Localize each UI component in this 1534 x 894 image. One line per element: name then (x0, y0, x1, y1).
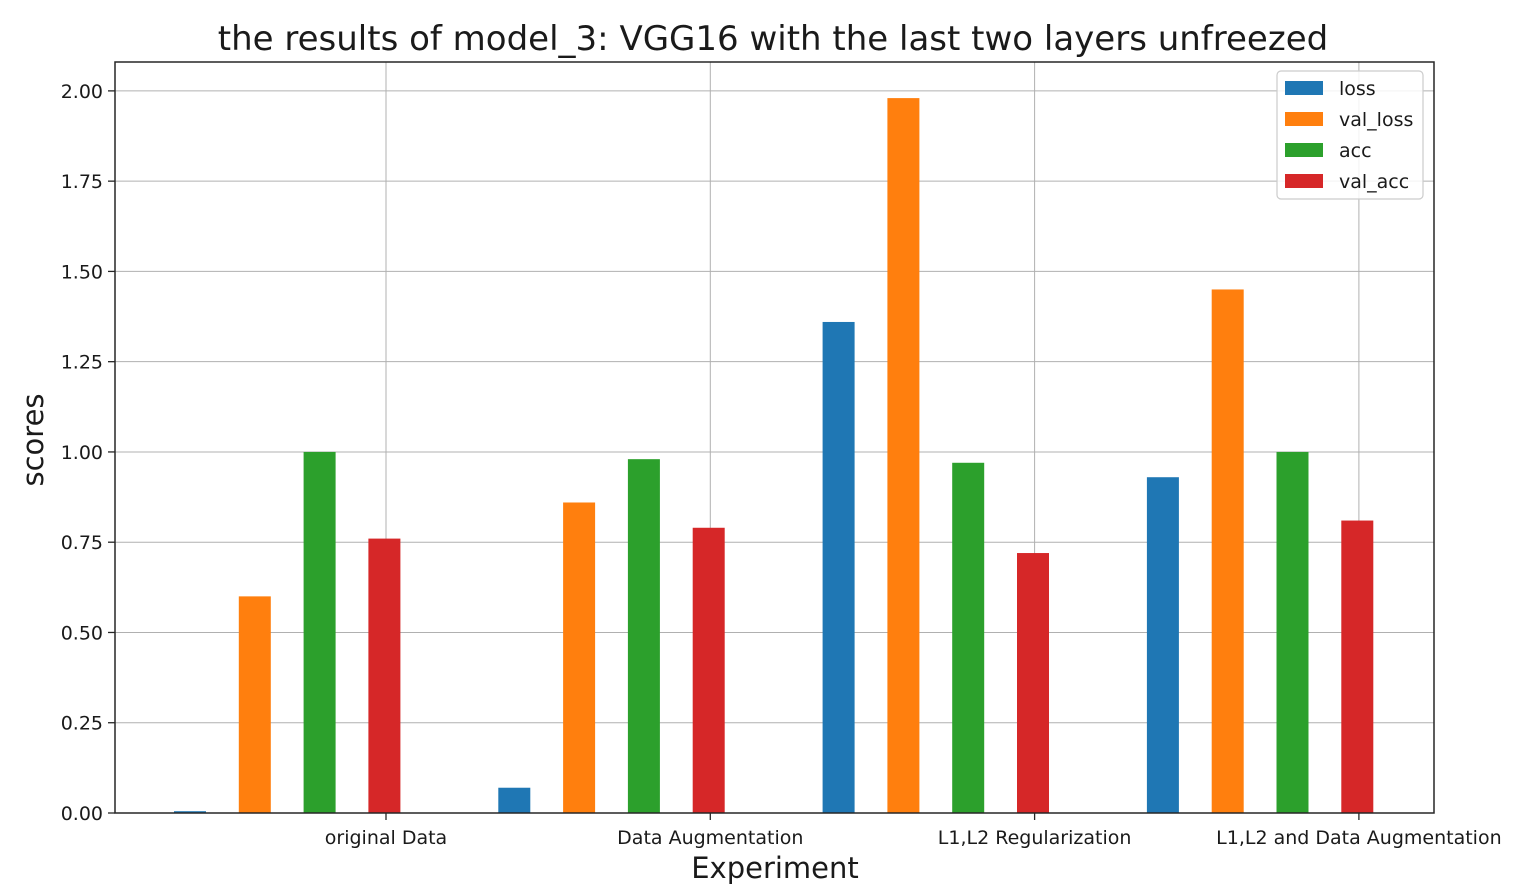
y-tick-label: 0.50 (61, 622, 103, 644)
bar-val-acc-3 (1341, 520, 1374, 813)
y-tick-label: 2.00 (61, 81, 103, 103)
bar-acc-3 (1276, 451, 1309, 813)
plot-frame (114, 61, 1435, 814)
legend-label: acc (1339, 140, 1372, 162)
legend-label: val_acc (1339, 171, 1409, 193)
bar-val-acc-0 (368, 538, 401, 813)
x-axis-label: Experiment (691, 851, 859, 885)
x-tick-label: L1,L2 Regularization (938, 827, 1132, 849)
legend-label: val_loss (1339, 109, 1413, 131)
y-tick-label: 0.00 (61, 803, 103, 825)
legend-swatch-val-acc (1285, 174, 1323, 188)
y-tick-label: 1.00 (61, 442, 103, 464)
y-tick-label: 0.25 (61, 713, 103, 735)
bar-val-acc-2 (1017, 553, 1049, 813)
x-tick-label: Data Augmentation (617, 827, 803, 849)
bar-loss-0 (174, 811, 206, 813)
chart-title: the results of model_3: VGG16 with the l… (218, 19, 1328, 59)
bar-val-loss-0 (238, 596, 271, 813)
bar-val-loss-3 (1211, 289, 1244, 814)
bar-loss-2 (822, 321, 855, 813)
bars (174, 98, 1374, 814)
y-tick-label: 1.25 (61, 352, 103, 374)
bar-acc-1 (627, 459, 660, 813)
y-tick-label: 0.75 (61, 532, 103, 554)
bar-acc-2 (952, 462, 985, 813)
bar-loss-3 (1146, 477, 1179, 813)
x-axis-ticks: original Data Data Augmentation L1,L2 Regu… (325, 813, 1502, 849)
legend-swatch-acc (1285, 143, 1323, 157)
legend-label: loss (1339, 78, 1376, 100)
y-axis-label: scores (16, 393, 50, 486)
bar-val-acc-1 (692, 527, 725, 813)
bar-loss-1 (498, 787, 531, 813)
x-tick-label: original Data (325, 827, 447, 849)
x-tick-label: L1,L2 and Data Augmentation (1216, 827, 1501, 849)
y-axis-ticks: 0.00 0.25 0.50 0.75 1.00 1.25 1.50 1.75 2.00 (61, 81, 115, 825)
legend-swatch-loss (1285, 81, 1323, 95)
legend-swatch-val-loss (1285, 112, 1323, 126)
bar-acc-0 (303, 451, 336, 813)
legend-box (1276, 70, 1424, 200)
y-tick-label: 1.50 (61, 261, 103, 283)
bar-val-loss-1 (563, 502, 596, 813)
bar-val-loss-2 (887, 98, 920, 813)
y-tick-label: 1.75 (61, 171, 103, 193)
